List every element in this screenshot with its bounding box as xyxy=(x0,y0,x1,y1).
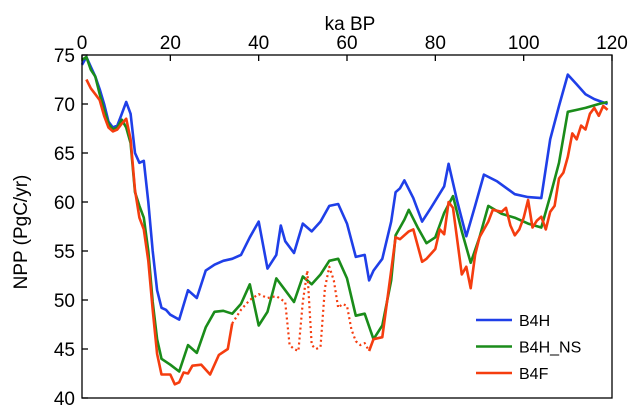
y-axis-title: NPP (PgC/yr) xyxy=(11,175,32,290)
legend: B4H B4H_NS B4F xyxy=(476,313,581,383)
x-tick-label: 20 xyxy=(160,33,181,54)
x-tick-label: 100 xyxy=(508,33,540,54)
legend-label-b4f: B4F xyxy=(519,366,549,383)
y-tick-label: 70 xyxy=(54,95,75,116)
y-tick-label: 55 xyxy=(54,242,75,263)
legend-label-b4h: B4H xyxy=(519,313,550,330)
x-tick-label: 0 xyxy=(77,33,88,54)
axis-ticks: 0 20 40 60 80 100 120 40 45 50 55 60 65 70 75 xyxy=(54,33,628,407)
series-b4f-dotted-line xyxy=(231,265,371,353)
x-tick-label: 80 xyxy=(425,33,446,54)
series-b4f-line-1 xyxy=(85,78,234,386)
y-tick-label: 40 xyxy=(54,389,75,407)
x-axis-title: ka BP xyxy=(325,14,376,35)
y-tick-label: 65 xyxy=(54,144,75,165)
y-tick-label: 60 xyxy=(54,193,75,214)
x-tick-label: 120 xyxy=(596,33,628,54)
series-b4h-line xyxy=(80,55,609,321)
y-tick-label: 50 xyxy=(54,291,75,312)
series-b4f-line-2 xyxy=(367,104,609,352)
plot-lines xyxy=(80,55,609,386)
y-tick-label: 45 xyxy=(54,340,75,361)
x-tick-label: 40 xyxy=(248,33,269,54)
y-tick-label: 75 xyxy=(54,46,75,67)
legend-label-b4h-ns: B4H_NS xyxy=(519,340,581,357)
x-tick-label: 60 xyxy=(336,33,357,54)
